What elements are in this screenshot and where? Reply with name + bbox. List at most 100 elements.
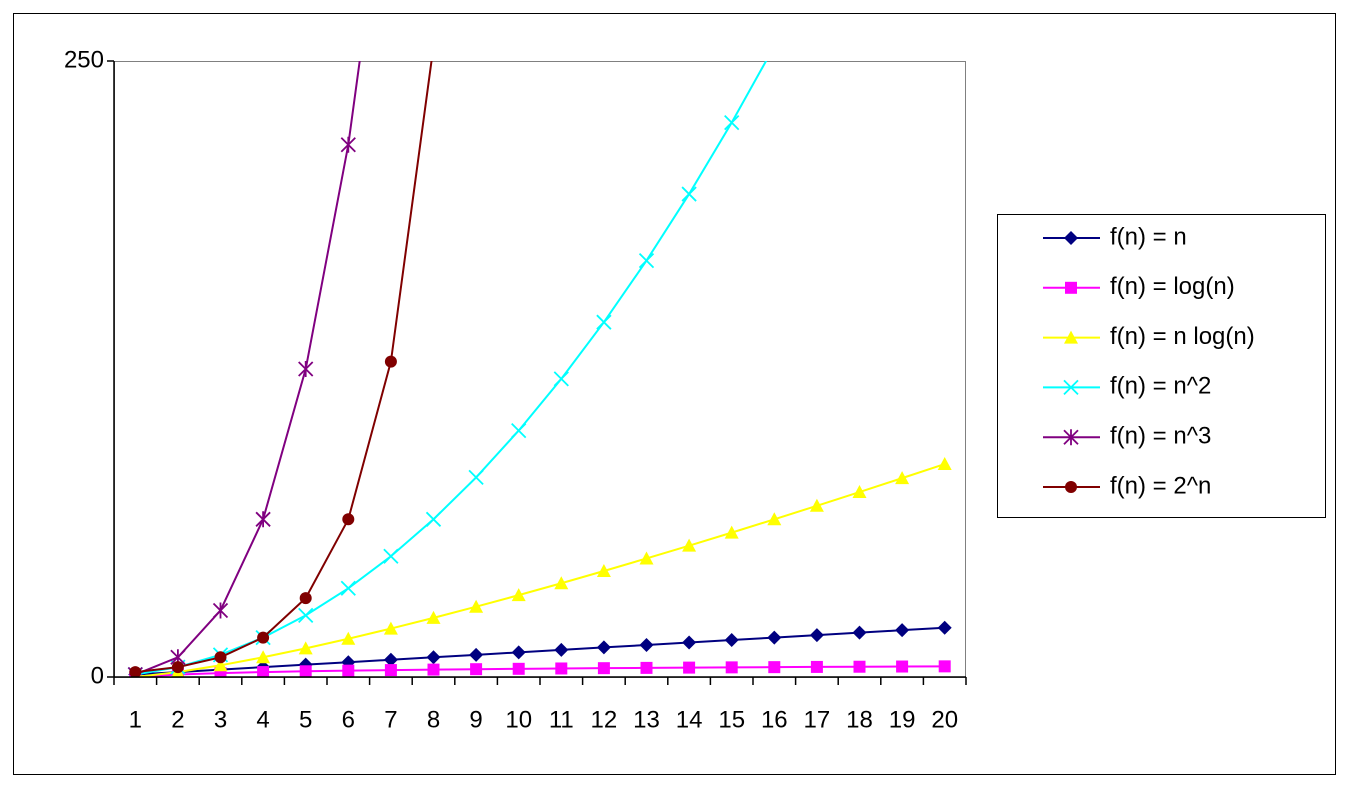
legend-label: f(n) = n — [1110, 223, 1187, 250]
data-point — [937, 620, 952, 635]
data-point — [767, 512, 782, 526]
x-tick-label: 6 — [342, 706, 355, 733]
data-point — [640, 661, 653, 674]
legend-marker — [1063, 429, 1079, 446]
data-point — [383, 652, 398, 667]
data-point — [468, 469, 484, 486]
data-point — [425, 511, 442, 527]
data-point — [298, 361, 314, 377]
data-point — [511, 588, 526, 602]
data-point — [212, 602, 229, 619]
x-tick-label: 8 — [427, 706, 440, 733]
data-point — [299, 592, 312, 605]
data-point — [809, 498, 824, 512]
data-point — [682, 635, 697, 650]
legend-label: f(n) = n^3 — [1110, 423, 1211, 450]
data-point — [384, 664, 397, 677]
data-point — [638, 252, 655, 269]
data-point — [895, 471, 910, 485]
x-tick-label: 13 — [633, 706, 660, 733]
legend-label: f(n) = log(n) — [1110, 273, 1235, 300]
data-point — [683, 661, 696, 674]
data-point — [298, 607, 314, 624]
series-line — [135, 665, 945, 677]
x-tick-label: 19 — [889, 706, 916, 733]
legend-marker — [1064, 330, 1078, 344]
data-point — [554, 642, 569, 657]
y-tick-label: 0 — [91, 662, 104, 689]
data-point — [937, 457, 952, 471]
data-point — [596, 640, 611, 655]
data-point — [895, 623, 910, 638]
data-point — [342, 513, 355, 526]
data-point — [213, 658, 228, 672]
data-point — [639, 637, 654, 652]
x-tick-label: 7 — [384, 706, 397, 733]
data-point — [383, 621, 398, 635]
series-line — [135, 626, 945, 676]
x-tick-label: 9 — [469, 706, 482, 733]
plot-series — [127, 61, 952, 677]
data-point — [512, 662, 525, 675]
x-tick-label: 10 — [505, 706, 532, 733]
x-tick-label: 14 — [676, 706, 703, 733]
data-point — [896, 660, 909, 673]
legend-marker — [1063, 379, 1079, 396]
x-tick-label: 18 — [846, 706, 873, 733]
x-tick-label: 20 — [931, 706, 958, 733]
data-point — [426, 650, 441, 665]
plot-area — [114, 61, 966, 678]
data-point — [809, 628, 824, 643]
data-point — [383, 548, 399, 564]
legend-marker — [1065, 481, 1077, 493]
series-line — [134, 61, 361, 676]
legend — [997, 214, 1326, 518]
data-point — [340, 136, 356, 153]
data-point — [342, 664, 355, 677]
x-tick-label: 2 — [171, 706, 184, 733]
series-line — [135, 463, 946, 677]
data-point — [596, 314, 612, 330]
data-point — [256, 650, 271, 664]
data-point — [724, 114, 740, 131]
data-point — [470, 663, 483, 676]
data-point — [852, 625, 867, 640]
data-point — [724, 633, 739, 648]
x-tick-label: 3 — [214, 706, 227, 733]
data-point — [129, 666, 142, 677]
x-tick-label: 11 — [549, 706, 574, 733]
data-point — [555, 662, 568, 675]
x-tick-label: 1 — [129, 706, 142, 733]
data-point — [469, 647, 484, 662]
x-tick-label: 5 — [299, 706, 312, 733]
data-point — [682, 538, 697, 552]
data-point — [853, 660, 866, 673]
x-tick-label: 4 — [256, 706, 269, 733]
data-point — [681, 186, 697, 202]
data-point — [938, 660, 951, 673]
data-point — [553, 371, 569, 387]
data-point — [511, 645, 526, 660]
data-point — [384, 355, 397, 368]
data-point — [171, 661, 184, 674]
data-point — [340, 580, 356, 596]
x-tick-label: 15 — [718, 706, 745, 733]
legend-label: f(n) = 2^n — [1110, 472, 1211, 499]
data-point — [810, 660, 823, 673]
legend-label: f(n) = n log(n) — [1110, 323, 1255, 350]
data-point — [257, 666, 270, 677]
x-tick-label: 12 — [591, 706, 618, 733]
series-line — [135, 61, 768, 676]
data-point — [767, 630, 782, 645]
legend-label: f(n) = n^2 — [1110, 373, 1211, 400]
legend-marker — [1065, 281, 1077, 294]
x-tick-label: 17 — [804, 706, 831, 733]
data-point — [469, 599, 484, 613]
data-point — [214, 651, 227, 664]
data-point — [639, 551, 654, 565]
data-point — [725, 661, 738, 674]
data-point — [257, 631, 270, 644]
data-point — [427, 663, 440, 676]
data-point — [768, 661, 781, 674]
